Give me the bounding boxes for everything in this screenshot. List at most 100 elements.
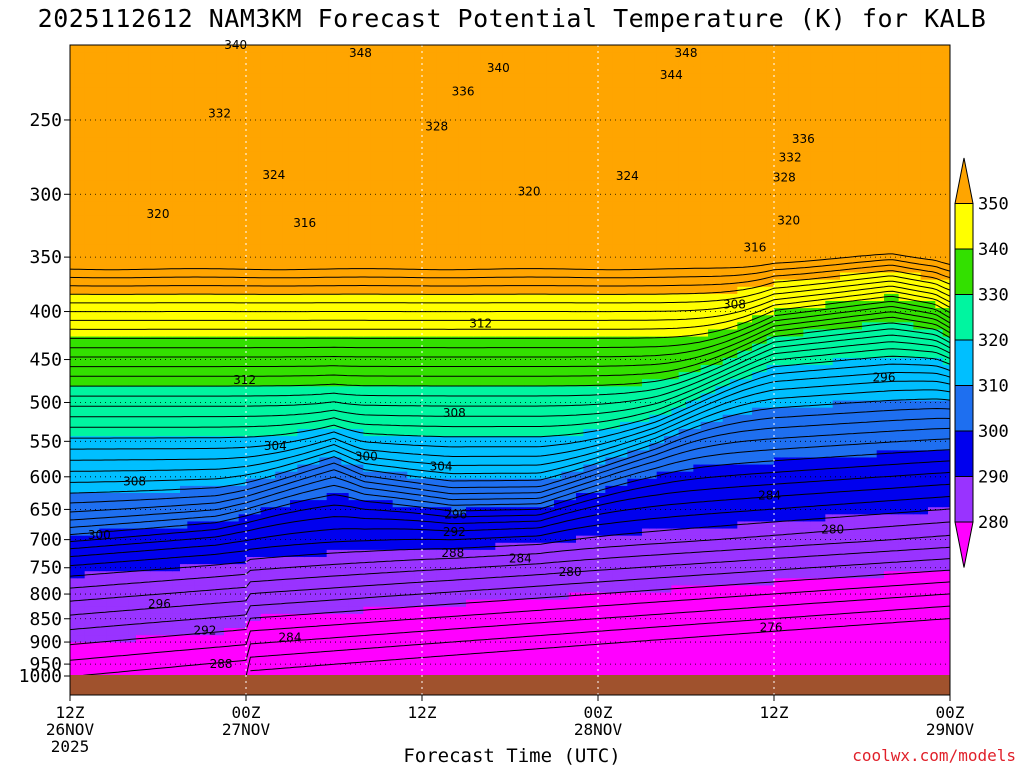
band-cell xyxy=(172,464,181,473)
band-cell xyxy=(429,365,438,373)
band-cell xyxy=(77,286,86,295)
band-cell xyxy=(158,215,166,224)
band-cell xyxy=(92,73,100,82)
band-cell xyxy=(253,514,262,523)
band-cell xyxy=(84,165,93,174)
band-cell xyxy=(246,208,254,217)
band-cell xyxy=(466,649,474,658)
band-cell xyxy=(114,109,122,117)
band-cell xyxy=(458,585,467,594)
band-cell xyxy=(407,173,416,181)
band-cell xyxy=(400,272,408,281)
band-cell xyxy=(172,613,181,622)
band-cell xyxy=(385,158,394,167)
band-cell xyxy=(348,293,357,302)
band-cell xyxy=(392,286,401,295)
band-cell xyxy=(143,165,152,174)
band-cell xyxy=(246,549,254,558)
band-cell xyxy=(466,542,474,551)
band-cell xyxy=(77,201,86,210)
band-cell xyxy=(385,549,394,558)
band-cell xyxy=(444,237,452,245)
band-cell xyxy=(99,215,108,224)
band-cell xyxy=(334,201,342,210)
band-cell xyxy=(180,365,188,373)
band-cell xyxy=(246,229,254,238)
band-cell xyxy=(150,365,159,373)
band-cell xyxy=(224,521,232,530)
band-cell xyxy=(150,293,159,302)
band-cell xyxy=(99,436,108,444)
band-cell xyxy=(312,365,320,373)
band-cell xyxy=(451,557,460,565)
band-cell xyxy=(348,258,357,267)
band-cell xyxy=(202,350,210,359)
band-cell xyxy=(187,130,196,139)
band-cell xyxy=(407,663,416,672)
band-cell xyxy=(444,279,452,288)
band-cell xyxy=(246,379,254,387)
band-cell xyxy=(180,258,188,267)
band-cell xyxy=(246,73,254,82)
band-cell xyxy=(77,144,86,153)
band-cell xyxy=(202,109,210,117)
band-cell xyxy=(334,464,342,473)
band-cell xyxy=(246,464,254,473)
band-cell xyxy=(290,237,298,245)
band-cell xyxy=(150,87,159,96)
band-cell xyxy=(356,109,364,117)
band-cell xyxy=(224,670,232,679)
band-cell xyxy=(319,414,328,423)
band-cell xyxy=(128,137,137,146)
band-cell xyxy=(187,457,196,466)
band-cell xyxy=(444,485,452,494)
band-cell xyxy=(238,109,247,117)
band-cell xyxy=(260,258,269,267)
band-cell xyxy=(136,414,144,423)
band-cell xyxy=(429,45,438,53)
band-cell xyxy=(326,571,335,579)
band-cell xyxy=(444,564,452,572)
band-cell xyxy=(290,478,298,487)
band-cell xyxy=(326,585,335,594)
band-cell xyxy=(429,137,438,146)
band-cell xyxy=(392,123,401,131)
band-cell xyxy=(92,421,100,430)
band-cell xyxy=(136,222,144,231)
band-cell xyxy=(356,151,364,160)
band-cell xyxy=(216,180,225,188)
band-cell xyxy=(84,315,93,323)
band-cell xyxy=(429,521,438,530)
band-cell xyxy=(180,251,188,259)
band-cell xyxy=(216,187,225,195)
band-cell xyxy=(136,507,144,515)
band-cell xyxy=(304,500,313,508)
band-cell xyxy=(400,301,408,309)
band-cell xyxy=(209,130,218,139)
band-cell xyxy=(282,286,291,295)
band-cell xyxy=(84,94,93,103)
band-cell xyxy=(158,208,166,217)
band-cell xyxy=(473,151,482,160)
band-cell xyxy=(436,379,445,387)
band-cell xyxy=(392,457,401,466)
band-cell xyxy=(246,187,254,195)
band-cell xyxy=(246,414,254,423)
band-cell xyxy=(290,606,298,615)
band-cell xyxy=(334,493,342,501)
band-cell xyxy=(444,286,452,295)
band-cell xyxy=(165,116,174,124)
band-cell xyxy=(158,123,166,131)
band-cell xyxy=(312,628,320,636)
band-cell xyxy=(114,393,122,402)
band-cell xyxy=(187,549,196,558)
band-cell xyxy=(194,293,203,302)
band-cell xyxy=(92,144,100,153)
band-cell xyxy=(290,557,298,565)
band-cell xyxy=(231,621,240,629)
band-cell xyxy=(150,137,159,146)
band-cell xyxy=(451,478,460,487)
band-cell xyxy=(194,237,203,245)
band-cell xyxy=(466,109,474,117)
band-cell xyxy=(143,514,152,523)
